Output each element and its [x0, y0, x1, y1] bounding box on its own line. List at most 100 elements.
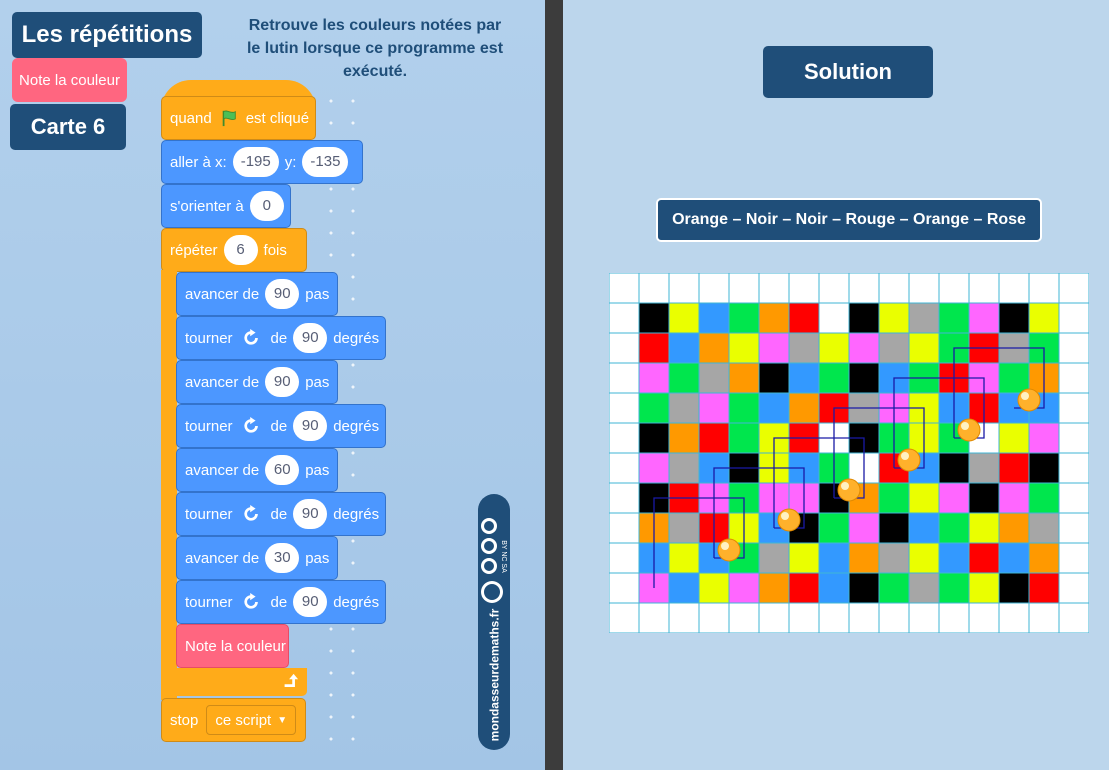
sprite-stop-marker	[837, 478, 861, 502]
grid-cell	[1028, 452, 1060, 484]
grid-cell	[968, 452, 1000, 484]
grid-cell	[608, 422, 640, 454]
goto-xy-block[interactable]: aller à x: -195 y: -135	[161, 140, 363, 184]
grid-cell	[968, 572, 1000, 604]
grid-cell	[1058, 302, 1090, 334]
turn-degrees-input[interactable]: 90	[293, 411, 328, 441]
grid-cell	[848, 602, 880, 634]
turn-right-block[interactable]: tourner de 90 degrés	[176, 492, 386, 536]
grid-cell	[938, 272, 970, 304]
grid-cell	[698, 602, 730, 634]
grid-cell	[758, 302, 790, 334]
grid-cell	[638, 422, 670, 454]
grid-cell	[848, 512, 880, 544]
grid-cell	[1058, 512, 1090, 544]
turn-degrees-input[interactable]: 90	[293, 499, 328, 529]
move-label: avancer de	[185, 461, 260, 479]
grid-cell	[908, 272, 940, 304]
sprite-stop-marker	[777, 508, 801, 532]
point-direction-input[interactable]: 0	[249, 191, 284, 221]
point-label: s'orienter à	[170, 197, 244, 215]
grid-cell	[938, 512, 970, 544]
grid-cell	[728, 602, 760, 634]
grid-cell	[998, 482, 1030, 514]
sprite-stop-marker	[1017, 388, 1041, 412]
note-color-label: Note la couleur	[185, 637, 286, 655]
chevron-down-icon: ▼	[277, 714, 288, 726]
move-suffix: pas	[305, 373, 330, 391]
move-steps-input[interactable]: 90	[265, 279, 300, 309]
grid-cell	[608, 332, 640, 364]
grid-cell	[878, 512, 910, 544]
point-direction-block[interactable]: s'orienter à 0	[161, 184, 291, 228]
repeat-suffix: fois	[263, 241, 287, 259]
turn-right-block[interactable]: tourner de 90 degrés	[176, 316, 386, 360]
grid-cell	[998, 512, 1030, 544]
sprite-marker-highlight	[901, 452, 909, 460]
grid-cell	[1028, 272, 1060, 304]
repeat-block-foot	[161, 668, 307, 696]
note-color-block[interactable]: Note la couleur	[176, 624, 289, 668]
sprite-stop-marker	[717, 538, 741, 562]
move-steps-block[interactable]: avancer de 60 pas	[176, 448, 338, 492]
grid-cell	[1058, 362, 1090, 394]
grid-cell	[698, 362, 730, 394]
grid-cell	[608, 482, 640, 514]
move-steps-input[interactable]: 30	[265, 543, 300, 573]
stop-option-dropdown[interactable]: ce script ▼	[206, 705, 297, 735]
move-label: avancer de	[185, 373, 260, 391]
turn-of-label: de	[270, 593, 288, 611]
stop-label: stop	[170, 711, 199, 729]
grid-cell	[638, 362, 670, 394]
turn-degrees-input[interactable]: 90	[293, 323, 328, 353]
repeat-count-input[interactable]: 6	[223, 235, 258, 265]
grid-cell	[758, 332, 790, 364]
grid-cell	[668, 572, 700, 604]
grid-cell	[1058, 452, 1090, 484]
goto-y-input[interactable]: -135	[302, 147, 349, 177]
turn-label: tourner	[185, 329, 233, 347]
rotate-clockwise-icon	[243, 505, 258, 521]
sprite-marker-highlight	[841, 482, 849, 490]
grid-cell	[908, 602, 940, 634]
turn-right-block[interactable]: tourner de 90 degrés	[176, 580, 386, 624]
grid-cell	[608, 362, 640, 394]
grid-cell	[848, 302, 880, 334]
page-title: Les répétitions	[12, 12, 202, 58]
clicked-label: est cliqué	[245, 109, 310, 127]
grid-cell	[788, 572, 820, 604]
grid-cell	[938, 452, 970, 484]
grid-cell	[938, 572, 970, 604]
grid-cell	[1028, 572, 1060, 604]
when-label: quand	[170, 109, 212, 127]
repeat-label: répéter	[170, 241, 218, 259]
when-flag-clicked-block[interactable]: quand est cliqué	[161, 96, 316, 140]
grid-cell	[848, 332, 880, 364]
move-steps-block[interactable]: avancer de 90 pas	[176, 360, 338, 404]
grid-cell	[638, 332, 670, 364]
goto-y-label: y:	[284, 153, 297, 171]
grid-cell	[698, 422, 730, 454]
grid-cell	[608, 272, 640, 304]
grid-cell	[698, 272, 730, 304]
grid-cell	[668, 422, 700, 454]
creative-commons-icon	[481, 518, 503, 603]
goto-x-input[interactable]: -195	[232, 147, 279, 177]
grid-cell	[998, 272, 1030, 304]
grid-cell	[608, 512, 640, 544]
grid-cell	[908, 332, 940, 364]
move-steps-input[interactable]: 90	[265, 367, 300, 397]
grid-cell	[788, 272, 820, 304]
grid-cell	[938, 602, 970, 634]
repeat-block[interactable]: répéter 6 fois	[161, 228, 307, 272]
turn-right-block[interactable]: tourner de 90 degrés	[176, 404, 386, 448]
move-steps-block[interactable]: avancer de 30 pas	[176, 536, 338, 580]
move-steps-block[interactable]: avancer de 90 pas	[176, 272, 338, 316]
turn-degrees-input[interactable]: 90	[293, 587, 328, 617]
turn-label: tourner	[185, 417, 233, 435]
move-steps-input[interactable]: 60	[265, 455, 300, 485]
rotate-clockwise-icon	[243, 593, 258, 609]
grid-cell	[968, 272, 1000, 304]
rotate-clockwise-icon	[243, 417, 258, 433]
stop-block[interactable]: stop ce script ▼	[161, 698, 306, 742]
